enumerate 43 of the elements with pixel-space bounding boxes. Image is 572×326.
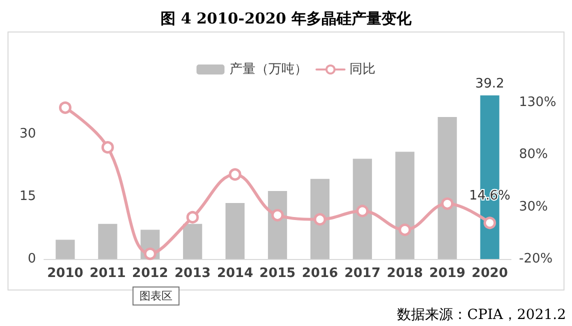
chart-title: 图 4 2010-2020 年多晶硅产量变化: [160, 10, 412, 28]
point: [356, 204, 369, 218]
x-tick-label: 2013: [174, 266, 211, 281]
point: [101, 141, 114, 154]
x-tick-label: 2016: [302, 266, 338, 281]
x-tick-label: 2010: [47, 266, 84, 281]
point: [271, 208, 284, 222]
data-label: 39.2: [475, 76, 504, 92]
bar: [183, 224, 202, 259]
y2-tick-label: 130%: [519, 94, 556, 110]
legend-label: 产量（万吨）: [230, 62, 308, 77]
text: 图表区: [140, 290, 172, 302]
x-tick-label: 2017: [344, 266, 381, 281]
x-tick-label: 2018: [386, 266, 423, 281]
point: [314, 213, 326, 226]
x-tick-label: 2011: [90, 266, 126, 281]
bar: [98, 224, 118, 259]
x-tick-label: 2012: [132, 266, 168, 281]
bar: [395, 152, 414, 259]
source-note: 数据来源：CPIA，2021.2: [397, 307, 566, 323]
point: [398, 224, 412, 236]
y-tick-label: 15: [19, 188, 36, 204]
bar: [56, 240, 75, 259]
bar: [225, 203, 245, 259]
bar: [310, 178, 330, 259]
x-tick-label: 2014: [216, 266, 254, 281]
x-tick-label: 2020: [472, 266, 508, 281]
y2-tick-label: 30%: [519, 199, 548, 214]
y2-tick-label: 80%: [519, 147, 548, 162]
point: [58, 101, 72, 114]
y-tick-label: 0: [28, 252, 36, 266]
legend-label: 同比: [350, 62, 376, 77]
point: [144, 248, 156, 260]
x-tick-label: 2019: [429, 266, 466, 281]
y-tick-label: 30: [19, 126, 36, 142]
bar: [438, 117, 457, 259]
point: [441, 197, 454, 210]
point: [186, 211, 199, 224]
y2-tick-label: -20%: [519, 252, 553, 266]
point: [484, 216, 496, 230]
x-tick-label: 2015: [259, 266, 296, 281]
point: [228, 168, 242, 181]
bar: [352, 158, 372, 259]
